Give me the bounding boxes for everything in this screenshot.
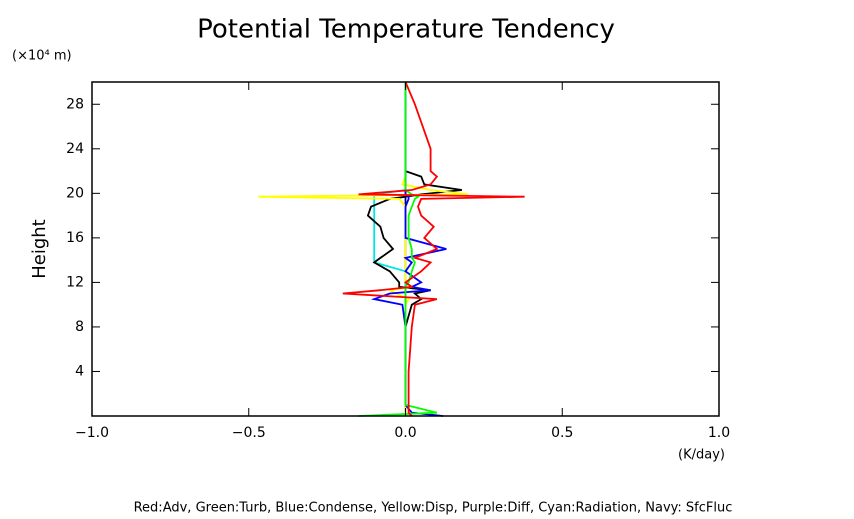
x-tick-label: −0.5 [232, 425, 266, 441]
y-tick-label: 16 [66, 230, 84, 246]
profile-line [342, 81, 525, 417]
profile-line [358, 82, 438, 417]
x-tick-label: 0.0 [394, 425, 416, 441]
y-tick-label: 8 [75, 319, 84, 335]
y-tick-label: 20 [66, 185, 84, 201]
y-unit-label: (×10⁴ m) [12, 49, 72, 64]
chart-title: Potential Temperature Tendency [197, 15, 615, 45]
x-tick-label: 0.5 [551, 425, 573, 441]
profile-line [373, 82, 407, 416]
plot-area [258, 81, 525, 417]
profile-line [366, 82, 463, 416]
y-tick-label: 28 [66, 96, 84, 112]
y-axis-label: Height [29, 219, 50, 279]
y-tick-label: 12 [66, 274, 84, 290]
y-tick-label: 4 [75, 363, 84, 379]
x-tick-label: −1.0 [75, 425, 109, 441]
y-tick-label: 24 [66, 141, 84, 157]
x-tick-label: 1.0 [708, 425, 730, 441]
legend: Red:Adv, Green:Turb, Blue:Condense, Yell… [134, 501, 733, 516]
x-unit-label: (K/day) [678, 448, 725, 463]
